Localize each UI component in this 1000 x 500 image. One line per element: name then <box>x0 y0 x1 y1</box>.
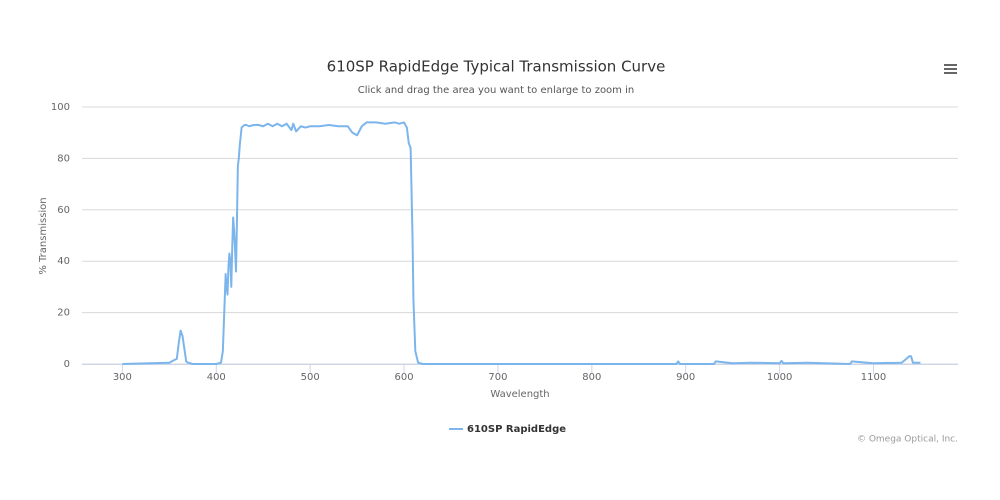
credit: © Omega Optical, Inc. <box>857 435 958 445</box>
menu-button[interactable] <box>944 64 957 74</box>
x-tick-label: 1100 <box>861 372 886 383</box>
menu-bar <box>944 68 957 70</box>
chart-title: 610SP RapidEdge Typical Transmission Cur… <box>327 58 666 76</box>
x-tick-label: 700 <box>488 372 507 383</box>
x-tick-label: 800 <box>582 372 601 383</box>
data-line <box>122 121 921 365</box>
y-tick-label: 40 <box>57 256 70 267</box>
legend-item[interactable]: 610SP RapidEdge <box>449 424 566 435</box>
x-tick-label: 1000 <box>767 372 792 383</box>
y-tick-label: 100 <box>51 102 70 113</box>
y-tick-label: 80 <box>57 153 70 164</box>
y-tick-label: 0 <box>64 359 70 370</box>
y-tick-label: 60 <box>57 205 70 216</box>
legend-label: 610SP RapidEdge <box>467 424 566 435</box>
x-tick-label: 400 <box>207 372 226 383</box>
chart-subtitle: Click and drag the area you want to enla… <box>358 85 634 96</box>
y-axis-title: % Transmission <box>38 197 49 274</box>
x-tick-label: 500 <box>301 372 320 383</box>
menu-bar <box>944 72 957 74</box>
x-tick-label: 900 <box>676 372 695 383</box>
menu-bar <box>944 64 957 66</box>
y-tick-label: 20 <box>57 308 70 319</box>
x-tick-label: 600 <box>394 372 413 383</box>
x-axis-title: Wavelength <box>490 389 549 400</box>
x-tick-label: 300 <box>113 372 132 383</box>
